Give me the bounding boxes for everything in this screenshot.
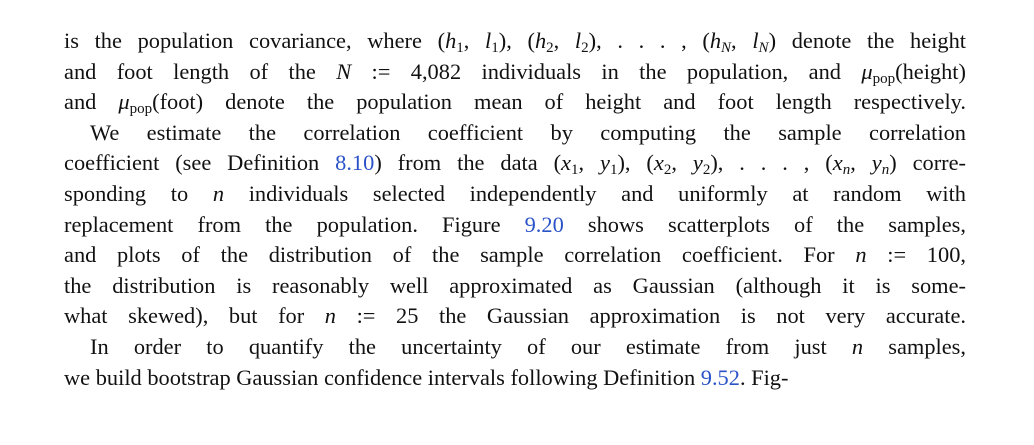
math-symbol: n [855, 242, 867, 268]
math-symbol: , [671, 150, 693, 176]
math-symbol: ) [768, 28, 777, 53]
math-subscript: pop [129, 101, 153, 118]
text-span: coefficient (see Definition [64, 150, 336, 176]
text-span: (height) [895, 58, 966, 84]
math-subscript: 2 [581, 40, 589, 56]
text-span: We estimate the correlation coefficient … [90, 119, 966, 145]
math-symbol: y [600, 150, 610, 176]
text-span: (foot) denote the population mean of hei… [152, 89, 967, 115]
text-span: ) from the data [374, 150, 554, 176]
text-line: what skewed), but for n := 25 the Gaussi… [64, 301, 966, 332]
text-span: . Fig- [739, 364, 789, 390]
text-span: shows scatterplots of the samples, [563, 211, 966, 237]
math-symbol: N [336, 58, 352, 84]
text-span: := 4,082 individuals in the population, … [351, 58, 862, 84]
math-symbol: ) [889, 150, 897, 176]
math-symbol: n [851, 333, 864, 359]
math-subscript: 2 [663, 162, 672, 179]
math-symbol: ( [553, 150, 562, 176]
text-span: replacement from the population. Figure [64, 211, 525, 237]
math-symbol: l [574, 28, 582, 53]
math-symbol: , [731, 28, 753, 53]
math-subscript: N [758, 40, 769, 56]
math-symbol: ), ( [498, 28, 535, 53]
text-line: we build bootstrap Gaussian confidence i… [64, 363, 966, 394]
text-span: is the population covariance, where [64, 28, 438, 53]
text-span: samples, [863, 333, 966, 359]
text-span: sponding to [64, 180, 213, 206]
math-symbol: h [445, 28, 457, 53]
math-subscript: pop [872, 70, 896, 87]
text-span: individuals selected independently and u… [224, 180, 967, 206]
text-line: In order to quantify the uncertainty of … [64, 332, 966, 363]
math-symbol: y [692, 150, 703, 176]
math-symbol: ( [437, 28, 446, 53]
math-symbol: , [553, 28, 575, 53]
text-span: and foot length of the [64, 58, 337, 84]
math-subscript: 1 [456, 40, 464, 56]
cross-reference-link[interactable]: 9.20 [524, 211, 564, 237]
math-subscript: 2 [546, 40, 554, 56]
text-line: is the population covariance, where (h1,… [64, 26, 966, 57]
math-symbol: μ [118, 89, 130, 115]
math-symbol: n [212, 180, 225, 206]
text-span: the distribution is reasonably well appr… [64, 272, 966, 298]
math-symbol: l [752, 28, 759, 53]
document-body: is the population covariance, where (h1,… [64, 26, 966, 393]
text-span: denote the height [776, 28, 967, 53]
text-line: replacement from the population. Figure … [64, 210, 966, 241]
math-symbol: , [578, 150, 601, 176]
math-subscript: N [721, 40, 732, 56]
math-symbol: x [832, 150, 843, 176]
text-line: the distribution is reasonably well appr… [64, 271, 966, 302]
text-span: corre- [896, 150, 967, 176]
cross-reference-link[interactable]: 9.52 [700, 364, 740, 390]
text-span: and plots of the distribution of the sam… [64, 242, 856, 268]
math-subscript: 1 [571, 162, 579, 179]
math-subscript: 2 [702, 162, 711, 179]
math-subscript: 1 [609, 162, 618, 179]
math-subscript: n [881, 162, 890, 179]
math-symbol: l [485, 28, 492, 53]
text-line: and foot length of the N := 4,082 indivi… [64, 57, 966, 88]
text-line: sponding to n individuals selected indep… [64, 179, 966, 210]
math-symbol: , [850, 150, 872, 176]
math-symbol: x [653, 150, 664, 176]
math-symbol: μ [861, 58, 873, 84]
text-span: what skewed), but for [64, 303, 325, 329]
math-symbol: x [561, 150, 571, 176]
text-span: := 100, [866, 242, 966, 268]
math-symbol: h [709, 28, 722, 53]
text-span: we build bootstrap Gaussian confidence i… [64, 364, 701, 390]
math-symbol: , [463, 28, 486, 53]
math-symbol: ), ( [617, 150, 654, 176]
math-subscript: 1 [491, 40, 499, 56]
text-line: We estimate the correlation coefficient … [64, 118, 966, 149]
math-symbol: ), . . . , ( [588, 28, 710, 53]
text-line: and plots of the distribution of the sam… [64, 240, 966, 271]
text-line: and μpop(foot) denote the population mea… [64, 87, 966, 118]
text-span: := 25 the Gaussian approximation is not … [335, 303, 966, 329]
text-span: and [64, 89, 119, 115]
math-subscript: n [842, 162, 851, 179]
math-symbol: n [324, 303, 336, 329]
math-symbol: ), . . . , ( [710, 150, 833, 176]
text-line: coefficient (see Definition 8.10) from t… [64, 148, 966, 179]
math-symbol: y [871, 150, 882, 176]
text-span: In order to quantify the uncertainty of … [90, 333, 852, 359]
cross-reference-link[interactable]: 8.10 [335, 150, 375, 176]
math-symbol: h [534, 28, 547, 53]
